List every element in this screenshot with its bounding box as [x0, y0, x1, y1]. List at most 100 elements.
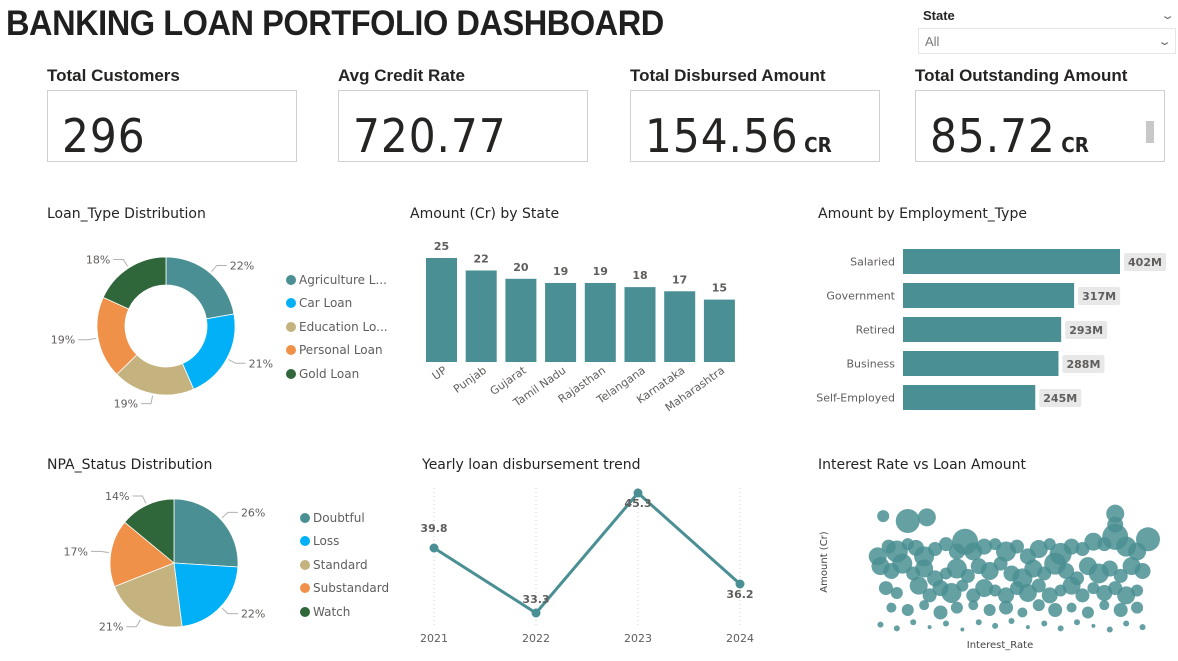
pie-slice — [109, 521, 175, 588]
leader-line — [126, 619, 141, 628]
bubble — [909, 576, 928, 595]
legend-item[interactable]: Education Lo... — [286, 315, 388, 339]
data-label: 19% — [51, 334, 75, 347]
npa-chart-title: NPA_Status Distribution — [47, 457, 213, 473]
x-tick-label: 2024 — [726, 632, 754, 645]
bubble — [910, 619, 917, 626]
bubble — [1107, 516, 1124, 533]
bubble — [1029, 540, 1048, 559]
bubble — [966, 588, 981, 603]
bubble — [1131, 601, 1144, 614]
bubble — [1117, 586, 1136, 605]
bubble — [938, 537, 953, 552]
legend-item[interactable]: Substandard — [300, 577, 389, 601]
bar — [624, 287, 656, 362]
bubble — [1009, 581, 1024, 596]
bubble — [906, 566, 921, 581]
kpi-card: 85.72 CR — [915, 90, 1165, 163]
state-bar-chart: 25 UP 22 Punjab 20 Gujarat 19 Tamil Nadu 19 Rajas… — [426, 240, 735, 414]
data-point — [633, 488, 643, 498]
data-label: 18% — [86, 254, 110, 267]
data-label: 25 — [434, 240, 449, 253]
scatter-chart: Interest_Rate Amount (Cr) — [819, 504, 1160, 651]
pie-slice — [96, 296, 138, 375]
legend-item[interactable]: Agriculture L... — [286, 268, 388, 292]
leader-line — [221, 511, 238, 519]
bubble — [907, 539, 924, 556]
bubble — [1088, 563, 1109, 584]
employment-bar-chart: Salaried 402M Government 317M Retired 293M Bus… — [816, 249, 1166, 410]
legend-label: Education Lo... — [299, 319, 388, 334]
data-label-bg — [1078, 287, 1121, 305]
kpi-total-outstanding: Total Outstanding Amount 85.72 CR — [915, 66, 1165, 163]
bubble — [1136, 527, 1160, 552]
legend-label: Loss — [313, 534, 340, 549]
bubble — [1054, 584, 1067, 597]
employment-chart-title: Amount by Employment_Type — [818, 206, 1027, 222]
bubble — [1066, 602, 1077, 613]
bubble — [1134, 563, 1151, 579]
bubble — [1128, 542, 1147, 561]
x-tick-label: UP — [430, 364, 450, 383]
legend-item[interactable]: Doubtful — [300, 506, 389, 530]
pie-slice — [165, 256, 235, 320]
bubble — [1122, 557, 1141, 576]
bubble — [1049, 542, 1072, 565]
chevron-down-icon[interactable]: ⌄ — [1160, 8, 1175, 22]
data-label: 19 — [593, 265, 608, 278]
bubble — [1123, 620, 1130, 627]
bar — [703, 299, 735, 362]
legend-item[interactable]: Standard — [300, 553, 389, 577]
bubble — [950, 601, 963, 614]
state-dropdown[interactable]: All ⌄ — [918, 28, 1176, 54]
bubble — [975, 579, 994, 598]
bar — [505, 278, 537, 362]
x-tick-label: 2023 — [624, 632, 652, 645]
x-tick-label: Karnataka — [634, 364, 687, 407]
bubble — [1096, 584, 1113, 601]
bubble — [1101, 560, 1118, 577]
legend-item[interactable]: Watch — [300, 600, 389, 624]
legend-dot-icon — [300, 583, 310, 594]
slicer-header[interactable]: State ⌄ — [918, 4, 1176, 26]
legend-item[interactable]: Car Loan — [286, 292, 388, 316]
bubble — [1062, 576, 1081, 595]
bubble — [992, 622, 999, 629]
page-title: BANKING LOAN PORTFOLIO DASHBOARD — [6, 4, 664, 43]
legend-item[interactable]: Loss — [300, 530, 389, 554]
bubble — [989, 538, 1002, 551]
bubble — [901, 604, 914, 617]
bubble — [1009, 539, 1024, 554]
data-point — [429, 543, 439, 553]
kpi-label: Total Customers — [47, 66, 180, 85]
legend-dot-icon — [286, 298, 296, 309]
kpi-avg-credit-rate: Avg Credit Rate 720.77 — [338, 66, 588, 163]
legend-label: Car Loan — [299, 296, 353, 311]
bubble — [1041, 587, 1058, 604]
bubble — [892, 553, 913, 574]
bubble — [895, 508, 920, 533]
bubble — [1032, 599, 1045, 612]
leader-line — [141, 395, 154, 405]
scrollbar-thumb[interactable] — [1146, 121, 1154, 143]
pie-slice — [116, 354, 195, 396]
state-dropdown-value: All — [925, 33, 940, 49]
bubble — [893, 625, 900, 632]
legend-item[interactable]: Personal Loan — [286, 339, 388, 363]
data-label-bg — [1062, 355, 1105, 373]
legend-dot-icon — [300, 512, 310, 523]
kpi-label: Total Disbursed Amount — [630, 66, 826, 85]
bubble — [871, 557, 890, 576]
kpi-number: 154.56 — [645, 109, 799, 163]
chevron-down-icon[interactable]: ⌄ — [1157, 34, 1172, 48]
bubble — [975, 619, 982, 626]
data-label: 22% — [241, 608, 265, 621]
bar — [664, 291, 696, 362]
data-label: 15 — [712, 282, 727, 295]
bubble — [927, 570, 944, 587]
bubble — [1099, 600, 1110, 611]
bar — [545, 282, 577, 362]
loan-type-legend: Agriculture L... Car Loan Education Lo..… — [286, 268, 388, 386]
legend-label: Substandard — [313, 581, 390, 596]
legend-item[interactable]: Gold Loan — [286, 362, 388, 386]
